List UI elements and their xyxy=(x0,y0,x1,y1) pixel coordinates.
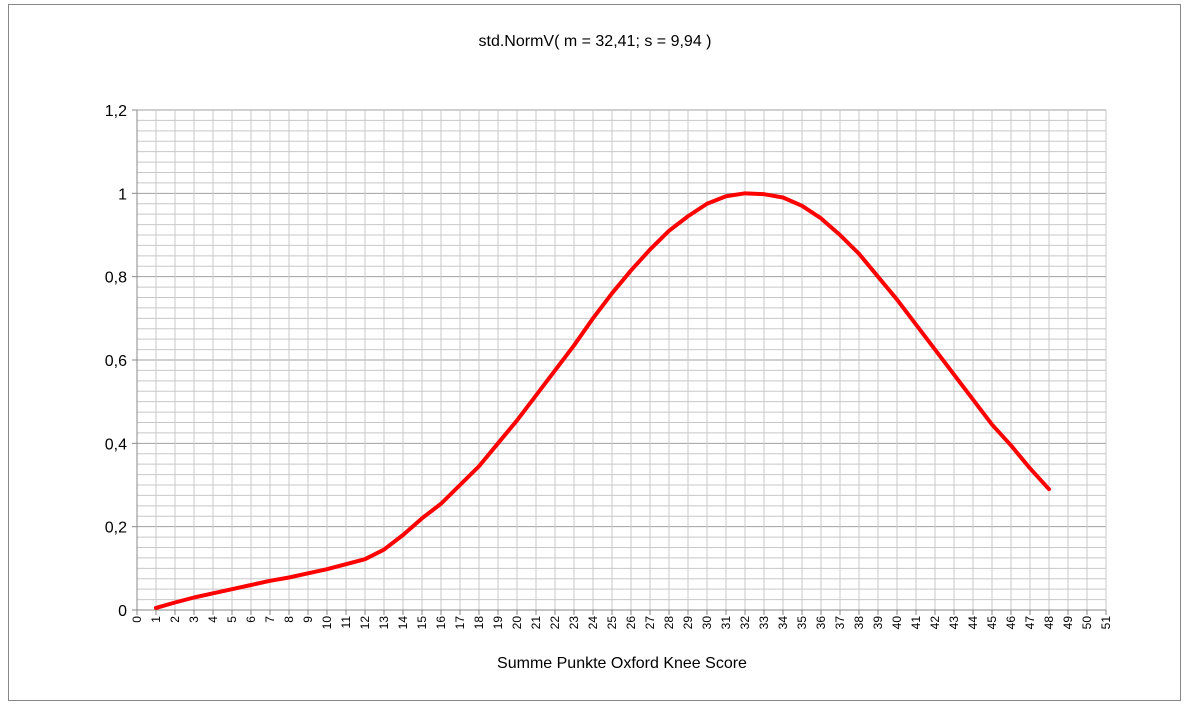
x-tick-label: 7 xyxy=(263,616,277,623)
x-tick-label: 39 xyxy=(871,616,885,630)
x-tick-label: 41 xyxy=(909,616,923,630)
x-tick-label: 19 xyxy=(491,616,505,630)
x-tick-label: 21 xyxy=(529,616,543,630)
x-tick-label: 46 xyxy=(1004,616,1018,630)
x-tick-label: 49 xyxy=(1061,616,1075,630)
y-tick-label: 1 xyxy=(118,186,127,203)
x-tick-label: 6 xyxy=(244,616,258,623)
x-tick-label: 16 xyxy=(434,616,448,630)
x-tick-label: 0 xyxy=(130,616,144,623)
x-tick-label: 23 xyxy=(567,616,581,630)
x-tick-label: 34 xyxy=(776,616,790,630)
x-tick-label: 25 xyxy=(605,616,619,630)
x-tick-label: 36 xyxy=(814,616,828,630)
x-tick-label: 31 xyxy=(719,616,733,630)
x-tick-label: 18 xyxy=(472,616,486,630)
x-tick-label: 30 xyxy=(700,616,714,630)
x-tick-label: 13 xyxy=(377,616,391,630)
chart-title: std.NormV( m = 32,41; s = 9,94 ) xyxy=(479,33,712,50)
x-tick-label: 29 xyxy=(681,616,695,630)
x-tick-label: 38 xyxy=(852,616,866,630)
y-tick-label: 0,2 xyxy=(105,520,127,537)
y-tick-label: 0,8 xyxy=(105,270,127,287)
x-tick-label: 1 xyxy=(149,616,163,623)
x-tick-label: 32 xyxy=(738,616,752,630)
x-tick-label: 17 xyxy=(453,616,467,630)
x-tick-label: 11 xyxy=(339,616,353,629)
x-tick-label: 8 xyxy=(282,616,296,623)
x-tick-label: 33 xyxy=(757,616,771,630)
x-tick-label: 2 xyxy=(168,616,182,623)
y-tick-label: 0,6 xyxy=(105,353,127,370)
x-tick-label: 43 xyxy=(947,616,961,630)
x-tick-label: 20 xyxy=(510,616,524,630)
x-tick-label: 35 xyxy=(795,616,809,630)
y-tick-label: 1,2 xyxy=(105,103,127,120)
x-tick-label: 15 xyxy=(415,616,429,630)
x-tick-label: 48 xyxy=(1042,616,1056,630)
x-tick-label: 28 xyxy=(662,616,676,630)
chart-border xyxy=(8,4,1181,701)
x-tick-label: 37 xyxy=(833,616,847,630)
data-line xyxy=(154,191,1051,610)
x-axis-label: Summe Punkte Oxford Knee Score xyxy=(497,655,747,672)
x-tick-label: 3 xyxy=(187,616,201,623)
x-tick-label: 14 xyxy=(396,616,410,630)
x-tick-label: 12 xyxy=(358,616,372,630)
y-tick-label: 0 xyxy=(118,603,127,620)
x-tick-label: 51 xyxy=(1099,616,1113,630)
x-tick-label: 24 xyxy=(586,616,600,630)
x-tick-label: 27 xyxy=(643,616,657,630)
x-tick-label: 47 xyxy=(1023,616,1037,630)
x-tick-label: 5 xyxy=(225,616,239,623)
x-tick-label: 40 xyxy=(890,616,904,630)
x-tick-label: 44 xyxy=(966,616,980,630)
x-tick-label: 22 xyxy=(548,616,562,630)
y-tick-label: 0,4 xyxy=(105,436,127,453)
x-tick-label: 26 xyxy=(624,616,638,630)
x-tick-label: 9 xyxy=(301,616,315,623)
x-tick-label: 10 xyxy=(320,616,334,630)
x-tick-label: 50 xyxy=(1080,616,1094,630)
x-tick-label: 42 xyxy=(928,616,942,630)
x-tick-label: 4 xyxy=(206,616,220,623)
x-tick-label: 45 xyxy=(985,616,999,630)
